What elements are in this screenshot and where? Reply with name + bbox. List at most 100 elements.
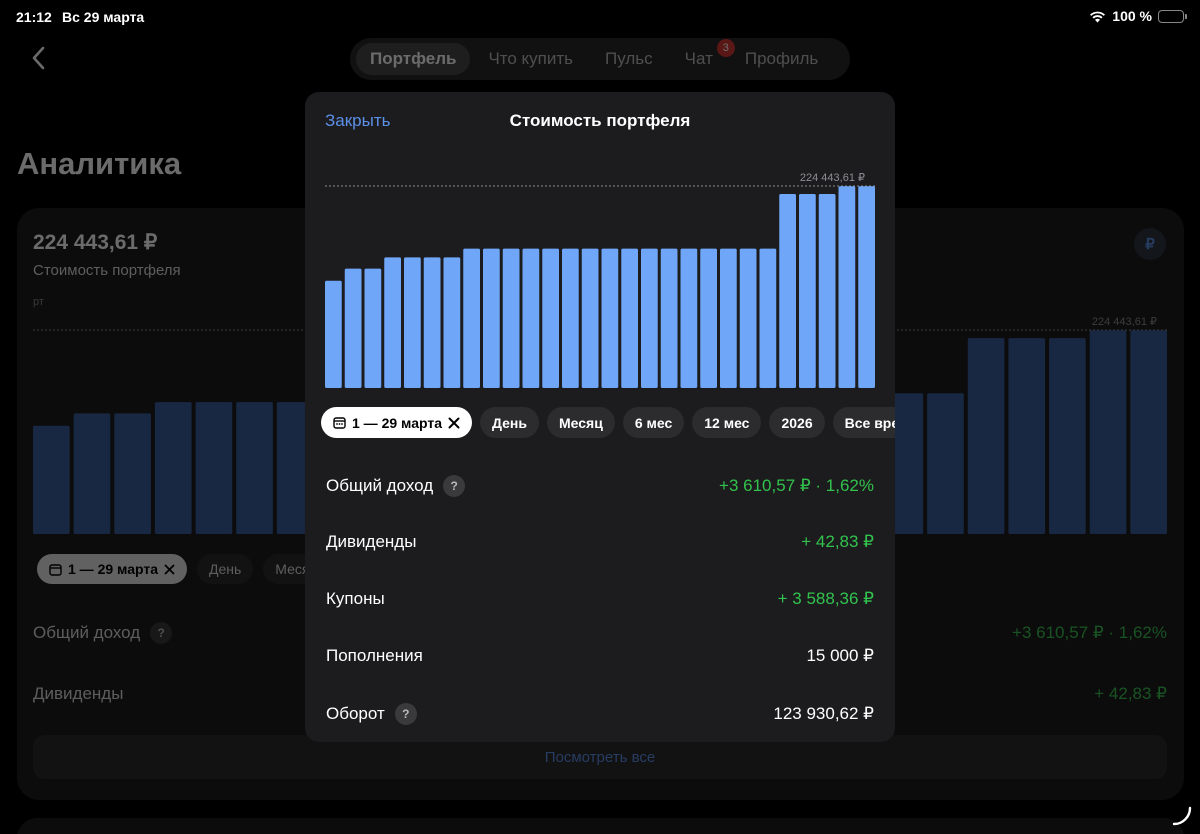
help-icon[interactable]: ? [443,475,466,497]
ruble-icon: ₽ [1145,236,1155,253]
chart-bar[interactable] [886,393,924,534]
pill-label: 1 — 29 марта [352,414,442,431]
row-label: Купоны [326,589,385,608]
chart-bar[interactable] [1049,338,1086,534]
chart-bar[interactable] [601,248,619,388]
status-date: Вс 29 марта [62,9,145,25]
bg-pill-day[interactable]: День [197,554,254,584]
chart-bar[interactable] [1089,330,1127,534]
chart-bar[interactable] [621,248,638,388]
chart-bar[interactable] [236,402,273,534]
tab-pulse[interactable]: Пульс [605,49,653,68]
chart-bar[interactable] [1130,330,1167,534]
bg-pill-date-range[interactable]: 1 — 29 марта [37,554,187,584]
close-button[interactable]: Закрыть [325,111,391,130]
currency-button[interactable]: ₽ [1134,228,1166,260]
chart-bar[interactable] [759,248,777,388]
status-bar: 21:12 Вс 29 марта 100 % [0,0,1200,34]
row-label: Общий доход [326,476,434,495]
top-nav: Портфель Что купить Пульс Чат 3 Профиль [350,38,850,80]
chart-bar[interactable] [680,248,698,388]
battery-icon [1158,9,1187,23]
chart-bar[interactable] [542,248,559,388]
help-icon[interactable]: ? [150,622,173,644]
close-icon[interactable] [448,417,460,429]
loading-arc-icon [1172,806,1192,826]
chart-bar[interactable] [502,248,520,388]
portfolio-value-modal: Стоимость портфеля Закрыть 224 443,61 ₽ … [305,92,895,742]
row-label: Дивиденды [326,532,417,551]
row-dividends: Дивиденды + 42,83 ₽ [326,532,874,552]
pill-month[interactable]: Месяц [547,407,615,438]
chart-bar[interactable] [927,393,964,534]
chart-bar[interactable] [641,248,658,388]
chart-bar[interactable] [154,402,192,534]
chart-bar[interactable] [276,402,314,534]
chart-bar[interactable] [384,257,401,388]
chart-bar[interactable] [858,186,875,388]
help-icon[interactable]: ? [394,703,417,725]
pill-12-months[interactable]: 12 мес [692,407,762,438]
row-label: Оборот [326,704,385,723]
battery-percent: 100 % [1112,8,1152,24]
chart-bar[interactable] [33,425,70,534]
row-total-income: Общий доход? +3 610,57 ₽ · 1,62% [326,475,874,497]
portfolio-bar-chart: 224 443,61 ₽ [325,172,875,388]
pill-2026[interactable]: 2026 [769,407,825,438]
bg-row-dividends: Дивиденды + 42,83 ₽ [33,684,1167,703]
tab-profile[interactable]: Профиль [744,49,819,68]
chart-bar[interactable] [967,338,1005,534]
chart-bar[interactable] [522,248,540,388]
row-turnover: Оборот? 123 930,62 ₽ [326,703,874,725]
row-value: 15 000 ₽ [806,646,874,665]
tab-portfolio[interactable]: Портфель [356,43,471,75]
portfolio-value-label: Стоимость портфеля [33,262,181,279]
clipped-chart-label: рт [33,296,44,308]
pill-date-range[interactable]: 1 — 29 марта [321,407,472,438]
modal-title: Стоимость портфеля [509,111,691,130]
chart-bar[interactable] [660,248,678,388]
chart-bar[interactable] [838,186,856,388]
portfolio-value: 224 443,61 ₽ [33,231,158,254]
max-value-label: 224 443,61 ₽ [800,172,865,184]
calendar-icon [49,563,62,576]
max-value-label: 224 443,61 ₽ [1092,316,1157,328]
chart-bar[interactable] [562,248,579,388]
tab-what-to-buy[interactable]: Что купить [488,49,574,68]
chart-bar[interactable] [364,268,382,388]
chart-bar[interactable] [73,413,111,534]
chart-bar[interactable] [463,248,480,388]
pill-all-time[interactable]: Все врем [832,407,895,438]
chart-bar[interactable] [195,402,233,534]
chart-bar[interactable] [423,257,441,388]
chart-bar[interactable] [581,248,599,388]
chart-bar[interactable] [443,257,461,388]
row-label: Пополнения [326,646,423,665]
chart-bar[interactable] [799,194,816,388]
view-all-button[interactable]: Посмотреть все [33,735,1167,779]
tab-chat[interactable]: Чат 3 [671,39,735,75]
row-value: 123 930,62 ₽ [773,704,874,723]
chart-bar[interactable] [344,268,362,388]
calendar-icon [333,416,346,429]
pill-6-months[interactable]: 6 мес [622,407,685,438]
wifi-icon [1089,10,1106,23]
chart-bar[interactable] [325,280,342,388]
row-coupons: Купоны + 3 588,36 ₽ [326,589,874,609]
chart-bar[interactable] [818,194,836,388]
chart-bar[interactable] [483,248,500,388]
pill-day[interactable]: День [480,407,539,438]
chart-bar[interactable] [1008,338,1046,534]
chart-bar[interactable] [779,194,796,388]
chevron-left-icon [32,46,45,70]
chart-bar[interactable] [114,413,151,534]
chart-bar[interactable] [404,257,421,388]
chart-bar[interactable] [700,248,717,388]
status-right: 100 % [1089,8,1187,24]
close-icon [164,563,175,575]
chart-bar[interactable] [739,248,757,388]
back-button[interactable] [24,44,52,72]
row-value: + 3 588,36 ₽ [777,589,874,608]
chart-bar[interactable] [720,248,737,388]
row-value: + 42,83 ₽ [801,532,874,551]
